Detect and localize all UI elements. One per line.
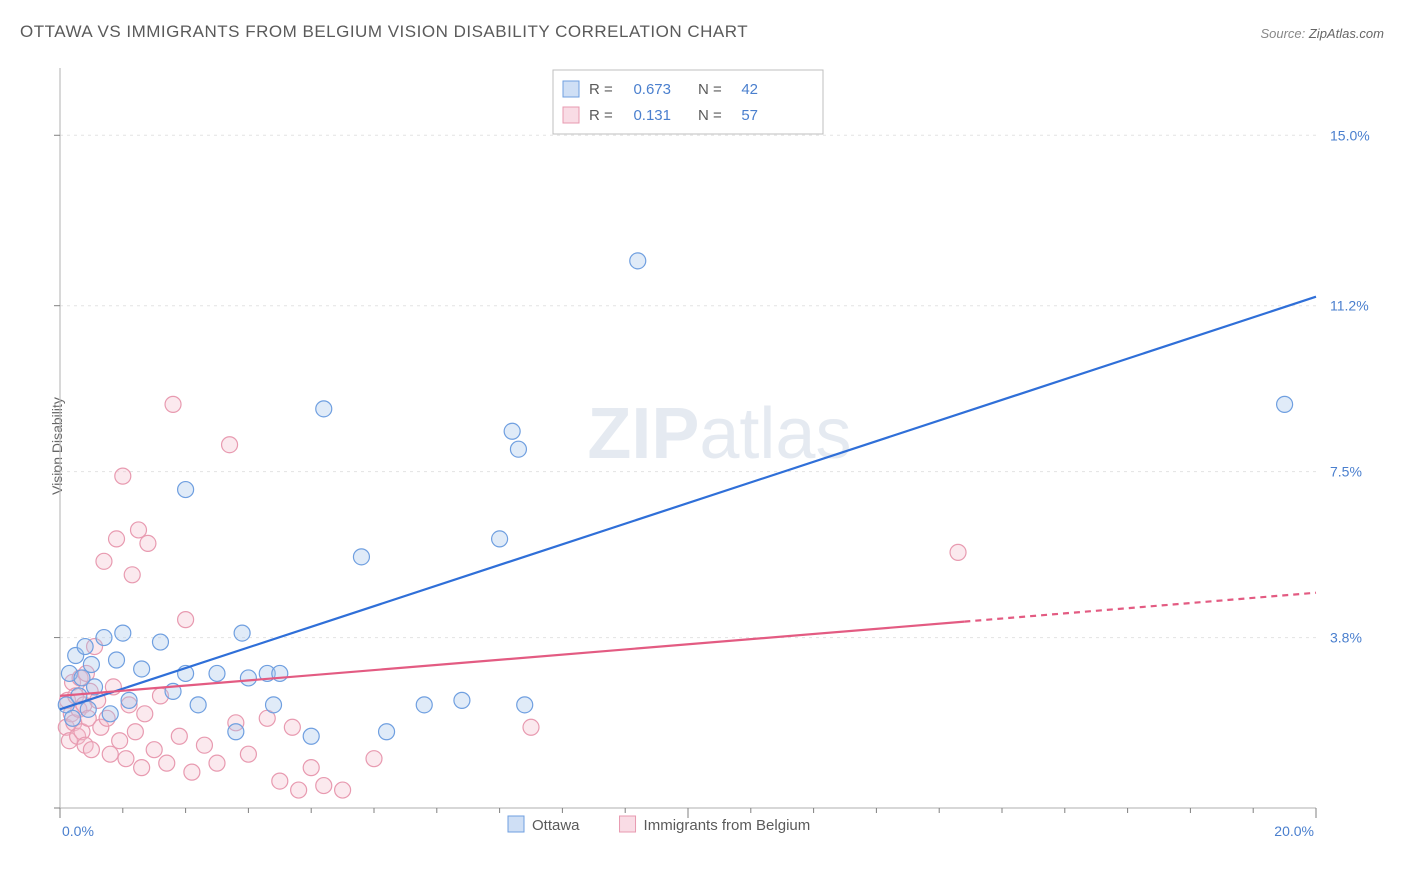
legend-swatch [508,816,524,832]
point-belgium [137,706,153,722]
point-belgium [240,746,256,762]
point-belgium [112,733,128,749]
trendline-belgium [60,622,964,696]
point-belgium [115,468,131,484]
legend-r-value: 0.673 [633,81,671,98]
legend-n-value: 42 [741,81,758,98]
point-ottawa [115,625,131,641]
legend-series-label: Ottawa [532,817,580,834]
point-belgium [272,773,288,789]
point-belgium [83,742,99,758]
trendline-ottawa [60,297,1316,710]
point-belgium [291,782,307,798]
point-belgium [209,755,225,771]
point-ottawa [96,630,112,646]
y-tick-label: 3.8% [1330,630,1362,646]
point-ottawa [630,253,646,269]
point-belgium [523,719,539,735]
legend-n-label: N = [698,107,722,124]
point-ottawa [83,656,99,672]
point-belgium [124,567,140,583]
point-ottawa [517,697,533,713]
x-tick-label: 20.0% [1274,823,1314,839]
point-belgium [102,746,118,762]
point-belgium [146,742,162,758]
point-belgium [284,719,300,735]
legend-swatch [563,107,579,123]
point-belgium [159,755,175,771]
legend-r-label: R = [589,81,613,98]
point-belgium [196,737,212,753]
point-ottawa [190,697,206,713]
point-belgium [950,544,966,560]
point-ottawa [152,634,168,650]
point-ottawa [121,692,137,708]
point-belgium [131,522,147,538]
point-ottawa [65,710,81,726]
source-label: Source: [1260,26,1308,41]
point-belgium [303,760,319,776]
point-belgium [222,437,238,453]
point-ottawa [240,670,256,686]
point-ottawa [77,639,93,655]
chart-title: OTTAWA VS IMMIGRANTS FROM BELGIUM VISION… [20,22,748,42]
point-ottawa [209,665,225,681]
legend-swatch [563,81,579,97]
point-belgium [127,724,143,740]
y-tick-label: 15.0% [1330,127,1370,143]
point-belgium [118,751,134,767]
point-ottawa [504,423,520,439]
source-attribution: Source: ZipAtlas.com [1260,26,1384,41]
point-ottawa [353,549,369,565]
source-value: ZipAtlas.com [1309,26,1384,41]
point-ottawa [303,728,319,744]
legend-n-value: 57 [741,107,758,124]
point-belgium [96,553,112,569]
y-tick-label: 11.2% [1330,298,1369,314]
point-ottawa [454,692,470,708]
x-tick-label: 0.0% [62,823,94,839]
point-belgium [171,728,187,744]
y-tick-label: 7.5% [1330,464,1362,480]
point-ottawa [228,724,244,740]
legend-n-label: N = [698,81,722,98]
point-ottawa [109,652,125,668]
point-ottawa [266,697,282,713]
point-belgium [366,751,382,767]
point-belgium [184,764,200,780]
point-ottawa [234,625,250,641]
point-belgium [165,396,181,412]
point-ottawa [492,531,508,547]
legend-r-value: 0.131 [633,107,671,124]
point-belgium [140,535,156,551]
legend-r-label: R = [589,107,613,124]
point-ottawa [416,697,432,713]
point-ottawa [316,401,332,417]
point-ottawa [1277,396,1293,412]
point-belgium [316,778,332,794]
point-ottawa [379,724,395,740]
point-belgium [109,531,125,547]
legend-series-label: Immigrants from Belgium [644,817,811,834]
scatter-chart: ZIPatlas3.8%7.5%11.2%15.0%0.0%20.0%R =0.… [50,60,1386,850]
point-ottawa [510,441,526,457]
point-ottawa [178,482,194,498]
legend-stats-box [553,70,823,134]
legend-swatch [620,816,636,832]
trendline-belgium-extrapolated [964,593,1316,622]
point-belgium [335,782,351,798]
point-ottawa [134,661,150,677]
point-belgium [134,760,150,776]
point-ottawa [80,701,96,717]
point-ottawa [102,706,118,722]
point-belgium [178,612,194,628]
